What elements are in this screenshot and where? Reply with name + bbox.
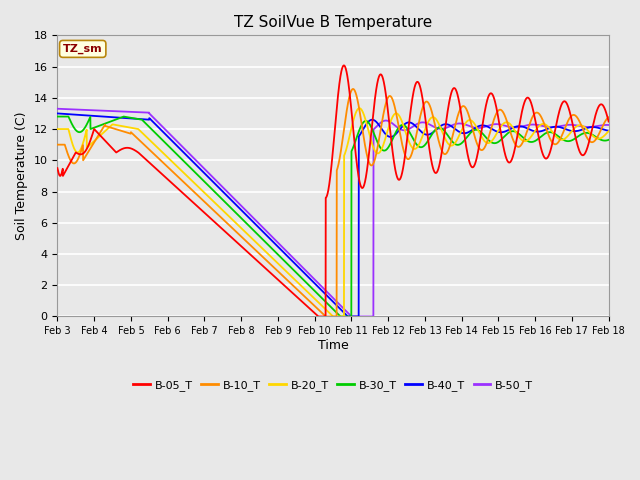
Y-axis label: Soil Temperature (C): Soil Temperature (C) [15, 112, 28, 240]
Title: TZ SoilVue B Temperature: TZ SoilVue B Temperature [234, 15, 432, 30]
Text: TZ_sm: TZ_sm [63, 44, 102, 54]
Legend: B-05_T, B-10_T, B-20_T, B-30_T, B-40_T, B-50_T: B-05_T, B-10_T, B-20_T, B-30_T, B-40_T, … [129, 375, 537, 395]
X-axis label: Time: Time [317, 339, 348, 352]
